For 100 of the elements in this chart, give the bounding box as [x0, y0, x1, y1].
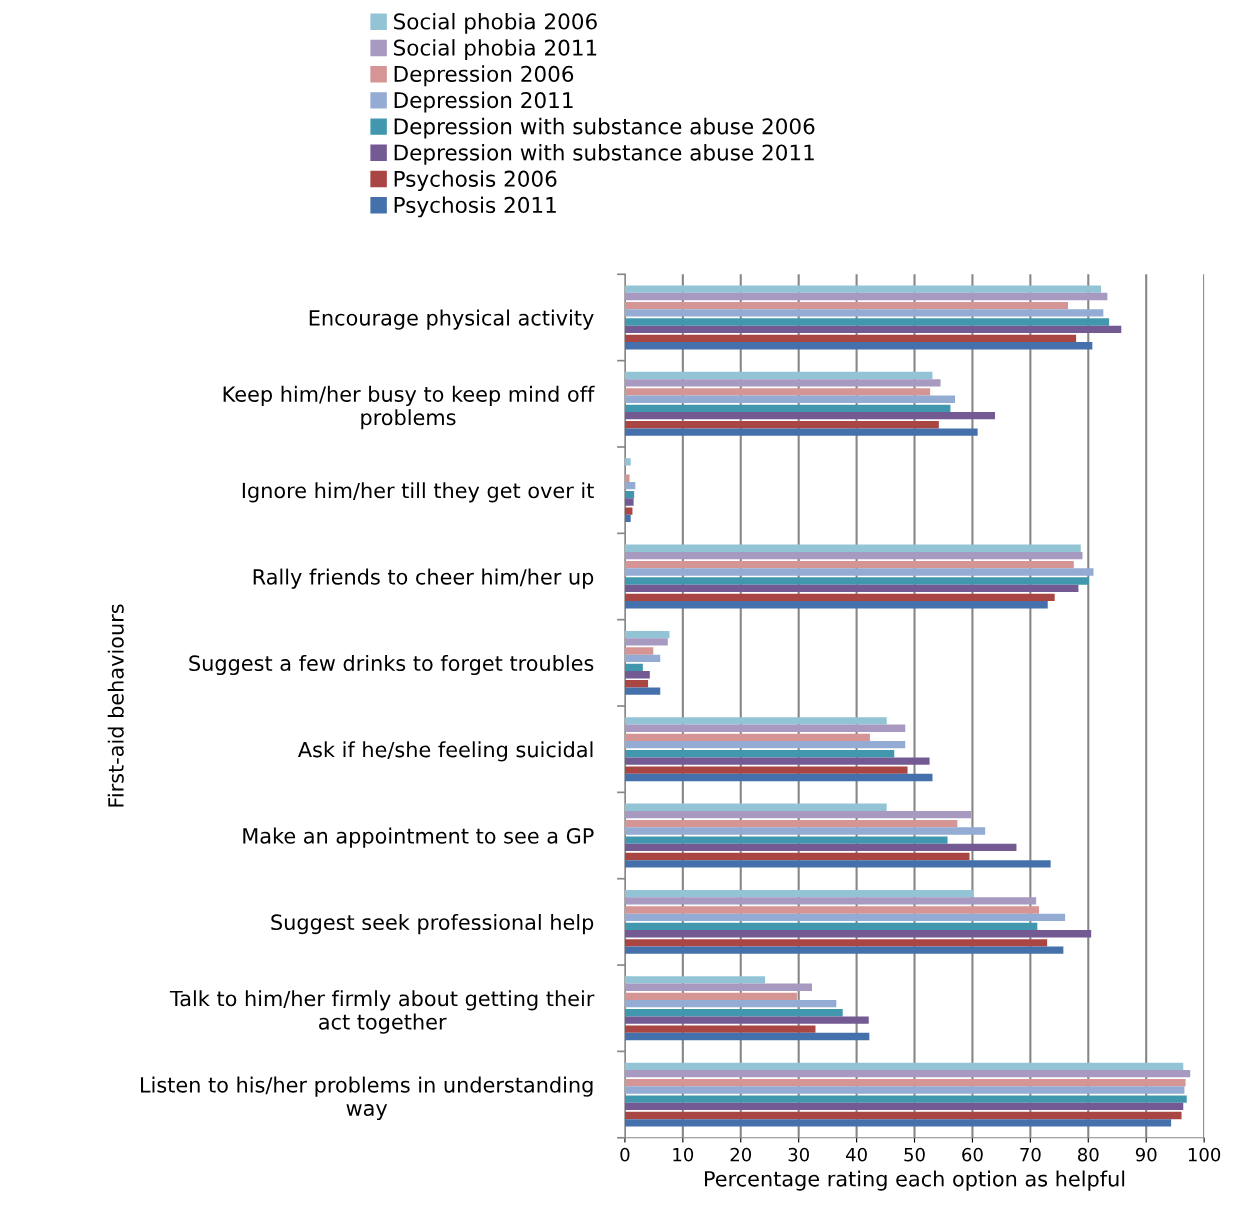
bar: [624, 671, 650, 679]
y-tick-label: Ask if he/she feeling suicidal: [297, 741, 593, 762]
bar: [624, 1009, 843, 1017]
bar: [624, 939, 1048, 947]
y-tick-label: Rally friends to cheer him/her up: [253, 568, 594, 589]
bar: [624, 584, 1079, 593]
bar: [624, 750, 895, 758]
x-tick-label: 50: [904, 1147, 925, 1162]
bar: [624, 654, 661, 662]
bar: [624, 638, 668, 646]
bar: [624, 897, 1037, 905]
bar: [624, 922, 1038, 931]
y-tick-label: Suggest a few drinks to forget troubles: [189, 654, 594, 676]
bar: [624, 458, 631, 466]
bar: [624, 843, 1017, 852]
bar: [624, 983, 812, 991]
bar: [624, 717, 887, 725]
bar: [624, 1079, 1186, 1087]
x-tick-label: 70: [1020, 1147, 1041, 1162]
bar: [624, 992, 797, 1001]
bar: [624, 630, 670, 639]
y-tick-label: Suggest seek professional help: [271, 913, 594, 935]
legend-label: Depression 2011: [394, 91, 573, 113]
legend-label: Depression 2006: [394, 65, 574, 87]
x-tick-label: 100: [1188, 1147, 1221, 1162]
bar: [624, 647, 654, 655]
bar: [624, 1062, 1184, 1070]
bar: [624, 820, 958, 828]
bar: [624, 740, 906, 749]
bar: [624, 309, 1104, 317]
bar: [624, 285, 1102, 293]
x-tick-label: 10: [673, 1147, 694, 1162]
bar: [624, 412, 996, 420]
bar: [624, 906, 1040, 914]
bar: [624, 946, 1064, 954]
bar: [624, 568, 1094, 576]
bar: [624, 498, 634, 506]
x-tick-label: 60: [962, 1147, 983, 1162]
bar: [624, 827, 986, 835]
y-tick-label: Encourage physical activity: [309, 309, 594, 330]
bar: [624, 325, 1122, 334]
bar: [624, 551, 1083, 560]
bar: [624, 913, 1066, 922]
bar: [624, 773, 933, 782]
x-tick-label: 90: [1135, 1147, 1157, 1162]
bar: [624, 663, 643, 672]
x-tick-label: 20: [730, 1147, 752, 1162]
bar: [624, 388, 931, 396]
bar: [624, 889, 974, 898]
bar: [624, 976, 766, 984]
bar: [624, 560, 1074, 569]
bar: [624, 803, 887, 811]
bar: [624, 1000, 837, 1008]
bar: [624, 1102, 1184, 1111]
bar: [624, 810, 972, 819]
bar: [624, 395, 956, 403]
bar: [624, 680, 649, 688]
bar: [624, 342, 1093, 350]
x-tick-label: 0: [620, 1147, 630, 1162]
bar: [624, 593, 1055, 602]
y-tick-label: Ignore him/her till they get over it: [242, 482, 594, 503]
bar: [624, 544, 1081, 552]
x-tick-label: 30: [788, 1147, 809, 1162]
bar: [624, 1119, 1172, 1127]
y-tick-label: Keep him/her busy to keep mind off problems: [223, 385, 595, 430]
bar: [624, 1086, 1185, 1094]
bar: [624, 514, 631, 523]
bar: [624, 334, 1077, 343]
x-axis-title: Percentage rating each option as helpful: [705, 1170, 1125, 1191]
bar: [624, 601, 1048, 609]
bar: [624, 860, 1051, 868]
bar: [624, 1016, 869, 1024]
legend-label: Depression with substance abuse 2006: [394, 117, 815, 139]
x-tick-label: 40: [845, 1147, 867, 1162]
bar: [624, 757, 930, 765]
bar: [624, 474, 630, 482]
bar: [624, 428, 978, 436]
legend-label: Psychosis 2011: [394, 196, 556, 218]
bar: [624, 1111, 1182, 1120]
bar: [624, 724, 906, 732]
bar: [624, 930, 1092, 938]
y-tick-label: Talk to him/her firmly about getting their act together: [169, 990, 595, 1034]
bar: [624, 1025, 816, 1033]
bar: [624, 852, 970, 861]
bar: [624, 318, 1110, 326]
bar: [624, 292, 1108, 301]
y-tick-label: Make an appointment to see a GP: [243, 827, 594, 848]
bar: [624, 836, 948, 844]
bar: [624, 507, 633, 515]
bar: [624, 687, 661, 695]
bar: [624, 379, 941, 387]
y-axis-title: First-aid behaviours: [107, 604, 124, 807]
bar: [624, 1095, 1187, 1103]
bar: [624, 404, 951, 413]
bar: [624, 1069, 1191, 1078]
bar: [624, 766, 908, 774]
legend-label: Social phobia 2006: [394, 12, 597, 34]
bar: [624, 491, 635, 499]
bar: [624, 371, 933, 380]
legend-label: Social phobia 2011: [394, 39, 597, 60]
